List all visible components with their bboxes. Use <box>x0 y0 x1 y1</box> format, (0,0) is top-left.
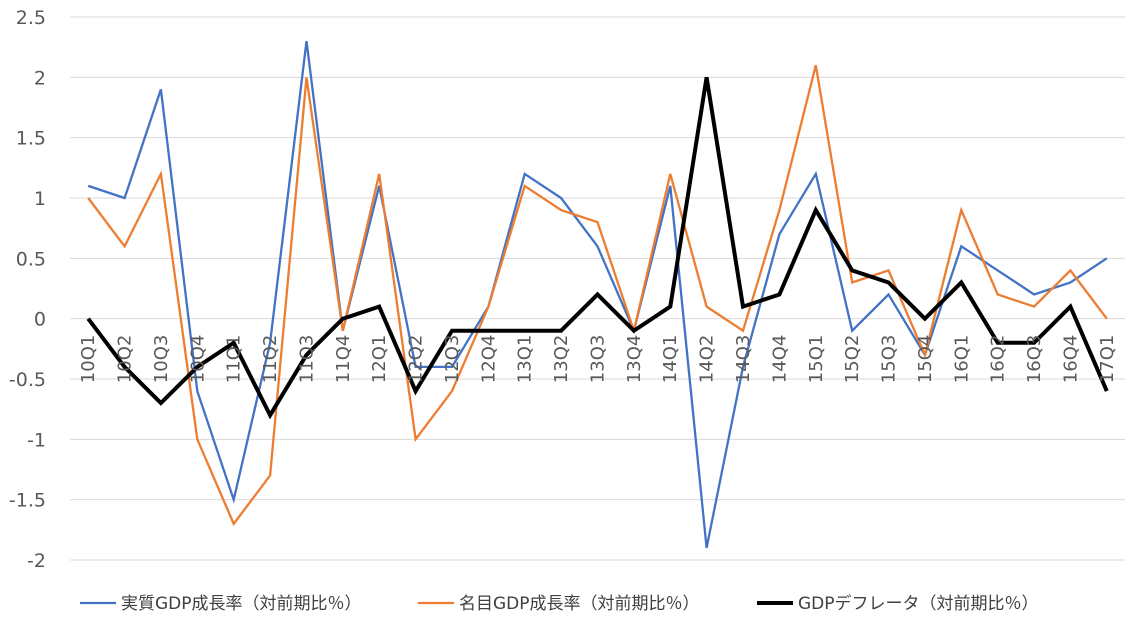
legend: 実質GDP成長率（対前期比％） 名目GDP成長率（対前期比％） GDPデフレータ（対… <box>80 593 1039 614</box>
x-tick-label: 15Q1 <box>806 335 827 384</box>
legend-label-1: 名目GDP成長率（対前期比％） <box>459 594 700 614</box>
x-tick-label: 12Q4 <box>478 335 499 384</box>
x-tick-label: 15Q4 <box>915 335 936 384</box>
y-tick-label: 2 <box>34 67 46 89</box>
y-axis-tick-labels: 2.5 2 1.5 1 0.5 0 -0.5 -1 -1.5 -2 <box>9 7 46 572</box>
series-lines <box>86 40 1109 549</box>
y-tick-label: -2 <box>27 550 46 572</box>
x-tick-label: 14Q1 <box>660 335 681 384</box>
x-tick-label: 10Q1 <box>78 335 99 384</box>
x-tick-label: 15Q3 <box>879 335 900 384</box>
y-tick-label: 0.5 <box>16 248 46 270</box>
x-tick-label: 13Q2 <box>551 335 572 384</box>
x-tick-label: 12Q1 <box>369 335 390 384</box>
x-tick-label: 14Q3 <box>733 335 754 384</box>
x-tick-label: 11Q1 <box>224 335 245 384</box>
x-axis-tick-labels: 10Q1 10Q2 10Q3 10Q4 11Q1 11Q2 11Q3 11Q4 12Q1 12Q2… <box>78 335 1118 384</box>
y-tick-label: -1 <box>27 429 46 451</box>
x-tick-label: 12Q2 <box>406 335 427 384</box>
x-tick-label: 13Q4 <box>624 335 645 384</box>
y-tick-label: 1.5 <box>16 128 46 150</box>
y-tick-label: -0.5 <box>9 369 46 391</box>
x-tick-label: 16Q4 <box>1060 335 1081 384</box>
y-tick-label: 2.5 <box>16 7 46 29</box>
y-tick-label: 1 <box>34 188 46 210</box>
x-tick-label: 10Q3 <box>151 335 172 384</box>
x-tick-label: 14Q2 <box>697 335 718 384</box>
x-tick-label: 17Q1 <box>1097 335 1118 384</box>
x-tick-label: 11Q3 <box>296 335 317 384</box>
series-line-2 <box>86 76 1109 420</box>
legend-label-0: 実質GDP成長率（対前期比％） <box>121 594 362 614</box>
x-tick-label: 10Q4 <box>187 335 208 384</box>
x-tick-label: 16Q3 <box>1024 335 1045 384</box>
x-tick-label: 13Q3 <box>588 335 609 384</box>
x-tick-label: 16Q1 <box>951 335 972 384</box>
gridlines <box>70 16 1125 561</box>
x-tick-label: 16Q2 <box>988 335 1009 384</box>
y-tick-label: 0 <box>34 309 46 331</box>
x-tick-label: 11Q4 <box>333 335 354 384</box>
legend-label-2: GDPデフレータ（対前期比％） <box>798 593 1039 614</box>
y-tick-label: -1.5 <box>9 490 46 512</box>
x-tick-label: 14Q4 <box>769 335 790 384</box>
x-tick-label: 13Q1 <box>515 335 536 384</box>
x-tick-label: 10Q2 <box>115 335 136 384</box>
x-tick-label: 11Q2 <box>260 335 281 384</box>
x-tick-label: 15Q2 <box>842 335 863 384</box>
x-tick-label: 12Q3 <box>442 335 463 384</box>
